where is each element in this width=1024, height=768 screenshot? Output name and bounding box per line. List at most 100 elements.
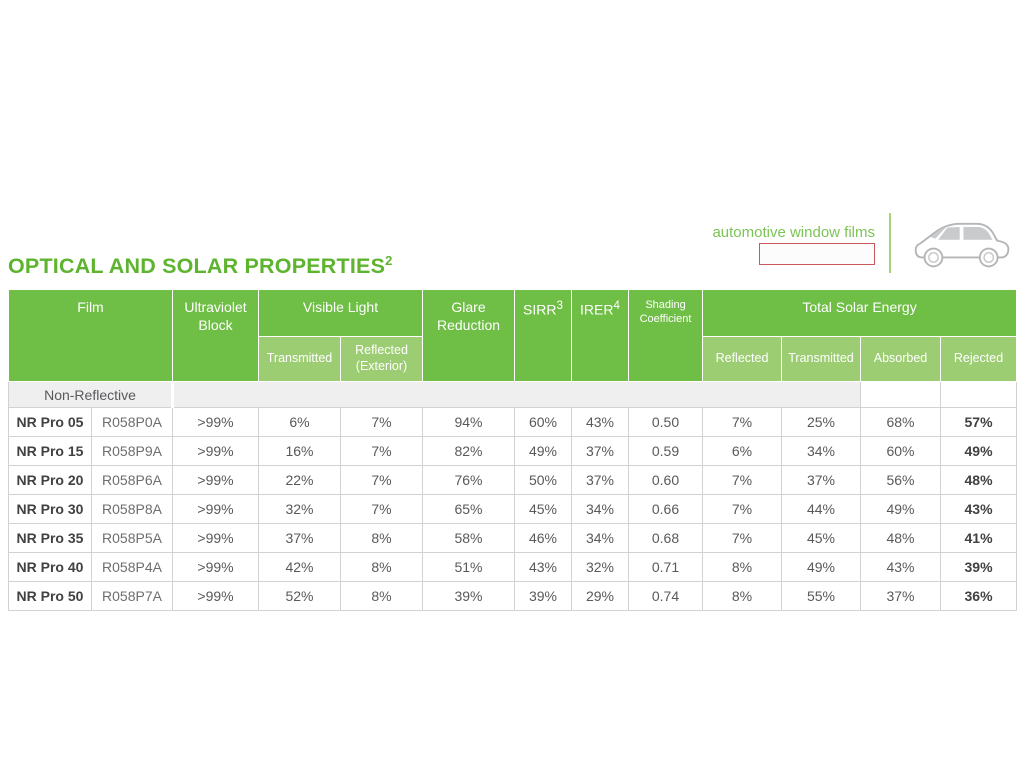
header-vl-transmitted: Transmitted [258,336,341,382]
irer-cell: 34% [571,494,629,524]
uv-block-cell: >99% [172,494,259,524]
uv-block-cell: >99% [172,465,259,495]
film-code-cell: R058P4A [91,552,173,582]
shading-coefficient-cell: 0.74 [628,581,703,611]
header-tse-rejected: Rejected [939,336,1018,382]
irer-cell: 37% [571,436,629,466]
film-name-cell: NR Pro 40 [8,552,92,582]
brand-tagline: automotive window films [712,224,875,241]
vl-transmitted-cell: 6% [258,407,341,437]
sirr-cell: 60% [514,407,572,437]
tse-transmitted-cell: 55% [781,581,861,611]
table-row: NR Pro 15 R058P9A >99% 16% 7% 82% 49% 37… [8,436,1018,466]
irer-cell: 43% [571,407,629,437]
header-visible-light: Visible Light [258,289,423,337]
header-tse-transmitted: Transmitted [781,336,861,382]
uv-block-cell: >99% [172,523,259,553]
header-total-solar-energy: Total Solar Energy [701,289,1018,337]
vl-transmitted-cell: 42% [258,552,341,582]
glare-reduction-cell: 51% [422,552,515,582]
section-label: Non-Reflective [8,381,173,408]
header-tse-absorbed: Absorbed [860,336,941,382]
vl-reflected-cell: 8% [340,523,423,553]
tse-transmitted-cell: 44% [781,494,861,524]
film-code-cell: R058P9A [91,436,173,466]
tse-reflected-cell: 7% [702,407,782,437]
car-icon [914,222,1010,268]
brand-divider [889,213,891,273]
vl-transmitted-cell: 32% [258,494,341,524]
logo-placeholder-box [759,243,875,265]
shading-coefficient-cell: 0.59 [628,436,703,466]
shading-coefficient-cell: 0.71 [628,552,703,582]
tse-rejected-cell: 43% [939,494,1018,524]
tse-reflected-cell: 7% [702,465,782,495]
vl-transmitted-cell: 16% [258,436,341,466]
vl-transmitted-cell: 37% [258,523,341,553]
sirr-cell: 49% [514,436,572,466]
uv-block-cell: >99% [172,552,259,582]
vl-reflected-cell: 7% [340,465,423,495]
tse-reflected-cell: 6% [702,436,782,466]
section-band [171,381,861,408]
tse-rejected-cell: 57% [939,407,1018,437]
film-name-cell: NR Pro 35 [8,523,92,553]
section-empty-cell [939,381,1018,408]
header-vl-reflected-exterior: Reflected (Exterior) [340,336,423,382]
header-row-sub: Transmitted Reflected (Exterior) Reflect… [9,336,1018,382]
uv-block-cell: >99% [172,436,259,466]
page-title-text: OPTICAL AND SOLAR PROPERTIES [8,254,386,279]
uv-block-cell: >99% [172,407,259,437]
tse-rejected-cell: 48% [939,465,1018,495]
irer-cell: 37% [571,465,629,495]
tse-reflected-cell: 8% [702,552,782,582]
uv-block-cell: >99% [172,581,259,611]
irer-cell: 32% [571,552,629,582]
sirr-cell: 45% [514,494,572,524]
film-code-cell: R058P7A [91,581,173,611]
header-irer: IRER4 [571,289,629,382]
header-sirr: SIRR3 [514,289,572,382]
glare-reduction-cell: 82% [422,436,515,466]
film-name-cell: NR Pro 05 [8,407,92,437]
header-film: Film [8,289,173,382]
sirr-cell: 39% [514,581,572,611]
sirr-cell: 43% [514,552,572,582]
table-row: NR Pro 30 R058P8A >99% 32% 7% 65% 45% 34… [8,494,1018,524]
shading-coefficient-cell: 0.60 [628,465,703,495]
shading-coefficient-cell: 0.50 [628,407,703,437]
tse-reflected-cell: 7% [702,523,782,553]
glare-reduction-cell: 39% [422,581,515,611]
glare-reduction-cell: 94% [422,407,515,437]
page-title: OPTICAL AND SOLAR PROPERTIES2 [8,253,393,279]
tse-transmitted-cell: 34% [781,436,861,466]
shading-coefficient-cell: 0.68 [628,523,703,553]
film-code-cell: R058P0A [91,407,173,437]
film-name-cell: NR Pro 50 [8,581,92,611]
table-row: NR Pro 05 R058P0A >99% 6% 7% 94% 60% 43%… [8,407,1018,437]
sirr-cell: 50% [514,465,572,495]
header-tse-reflected: Reflected [702,336,782,382]
header-irer-text: IRER [580,301,614,318]
header-glare-reduction: Glare Reduction [422,289,515,382]
header-sirr-text: SIRR [523,301,557,318]
tse-absorbed-cell: 60% [860,436,941,466]
tse-transmitted-cell: 37% [781,465,861,495]
tse-rejected-cell: 49% [939,436,1018,466]
glare-reduction-cell: 58% [422,523,515,553]
tse-absorbed-cell: 56% [860,465,941,495]
vl-reflected-cell: 8% [340,581,423,611]
vl-transmitted-cell: 22% [258,465,341,495]
tse-rejected-cell: 41% [939,523,1018,553]
table-row: NR Pro 40 R058P4A >99% 42% 8% 51% 43% 32… [8,552,1018,582]
vl-reflected-cell: 7% [340,436,423,466]
header-irer-superscript: 4 [613,299,620,312]
header-uv-block: Ultraviolet Block [172,289,259,382]
sirr-cell: 46% [514,523,572,553]
tse-transmitted-cell: 45% [781,523,861,553]
irer-cell: 29% [571,581,629,611]
shading-coefficient-cell: 0.66 [628,494,703,524]
tse-transmitted-cell: 49% [781,552,861,582]
vl-reflected-cell: 7% [340,407,423,437]
tse-reflected-cell: 7% [702,494,782,524]
